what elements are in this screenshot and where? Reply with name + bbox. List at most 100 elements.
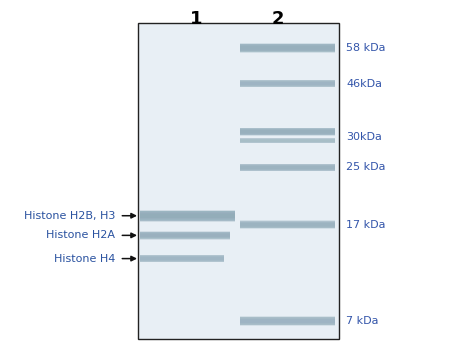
Bar — [239, 80, 335, 87]
Bar — [239, 139, 335, 142]
Bar — [239, 318, 335, 324]
Bar — [239, 44, 335, 51]
Bar — [140, 257, 224, 260]
Bar — [140, 210, 235, 221]
Bar — [140, 211, 235, 221]
Bar — [140, 214, 235, 217]
Bar — [140, 231, 231, 239]
Bar — [239, 129, 335, 135]
Bar — [140, 232, 231, 239]
Bar — [140, 234, 231, 237]
Bar — [239, 44, 335, 52]
Bar — [140, 257, 224, 260]
Text: 25 kDa: 25 kDa — [346, 162, 386, 172]
Bar — [239, 129, 335, 134]
Bar — [140, 234, 231, 237]
Bar — [239, 319, 335, 323]
Bar — [239, 319, 335, 323]
Bar — [140, 233, 231, 238]
Bar — [140, 210, 235, 221]
Bar — [239, 318, 335, 325]
Bar — [140, 255, 224, 262]
Bar — [140, 213, 235, 219]
Bar — [140, 232, 231, 238]
Bar — [239, 81, 335, 86]
Bar — [140, 256, 224, 261]
Bar — [239, 80, 335, 87]
Bar — [239, 140, 335, 141]
Text: 1: 1 — [190, 10, 203, 28]
Bar — [239, 46, 335, 49]
Bar — [239, 81, 335, 86]
Bar — [239, 165, 335, 170]
Bar — [239, 164, 335, 171]
Bar — [239, 316, 335, 326]
Bar — [239, 317, 335, 325]
Text: 58 kDa: 58 kDa — [346, 43, 386, 53]
Bar — [239, 318, 335, 325]
Bar — [239, 221, 335, 228]
Bar — [239, 80, 335, 87]
Bar — [239, 140, 335, 141]
Bar — [239, 139, 335, 142]
Bar — [239, 166, 335, 169]
Bar — [140, 233, 231, 238]
Bar — [239, 130, 335, 134]
Bar — [239, 165, 335, 171]
Bar — [239, 221, 335, 228]
Bar — [140, 211, 235, 220]
Bar — [239, 316, 335, 326]
Bar — [239, 45, 335, 51]
Bar — [138, 23, 339, 339]
Bar — [239, 45, 335, 51]
Bar — [239, 222, 335, 227]
Bar — [239, 222, 335, 228]
Bar — [239, 165, 335, 170]
Text: 7 kDa: 7 kDa — [346, 316, 379, 326]
Bar — [239, 130, 335, 133]
Bar — [239, 43, 335, 53]
Text: 17 kDa: 17 kDa — [346, 220, 386, 230]
Bar — [140, 257, 224, 260]
Bar — [239, 223, 335, 226]
Bar — [239, 164, 335, 171]
Bar — [140, 234, 231, 237]
Bar — [239, 138, 335, 143]
Bar — [140, 232, 231, 239]
Bar — [239, 223, 335, 226]
Bar — [239, 222, 335, 227]
Bar — [239, 139, 335, 142]
Bar — [239, 139, 335, 143]
Bar — [239, 220, 335, 229]
Bar — [140, 212, 235, 219]
Bar — [239, 319, 335, 323]
Bar — [239, 138, 335, 143]
Bar — [239, 222, 335, 228]
Bar — [239, 138, 335, 143]
Bar — [239, 82, 335, 85]
Bar — [239, 46, 335, 50]
Bar — [239, 223, 335, 226]
Bar — [239, 127, 335, 136]
Bar — [140, 232, 231, 239]
Bar — [239, 164, 335, 171]
Bar — [239, 81, 335, 86]
Text: Histone H4: Histone H4 — [54, 253, 115, 264]
Bar — [239, 130, 335, 134]
Bar — [239, 80, 335, 87]
Bar — [140, 256, 224, 261]
Bar — [140, 256, 224, 261]
Bar — [239, 44, 335, 52]
Text: Histone H2A: Histone H2A — [46, 230, 115, 240]
Bar — [239, 129, 335, 134]
Bar — [239, 165, 335, 170]
Bar — [239, 46, 335, 50]
Bar — [140, 256, 224, 262]
Bar — [239, 317, 335, 325]
Text: 46kDa: 46kDa — [346, 78, 382, 89]
Bar — [140, 211, 235, 220]
Bar — [140, 211, 235, 221]
Bar — [239, 81, 335, 86]
Bar — [140, 255, 224, 262]
Bar — [140, 212, 235, 219]
